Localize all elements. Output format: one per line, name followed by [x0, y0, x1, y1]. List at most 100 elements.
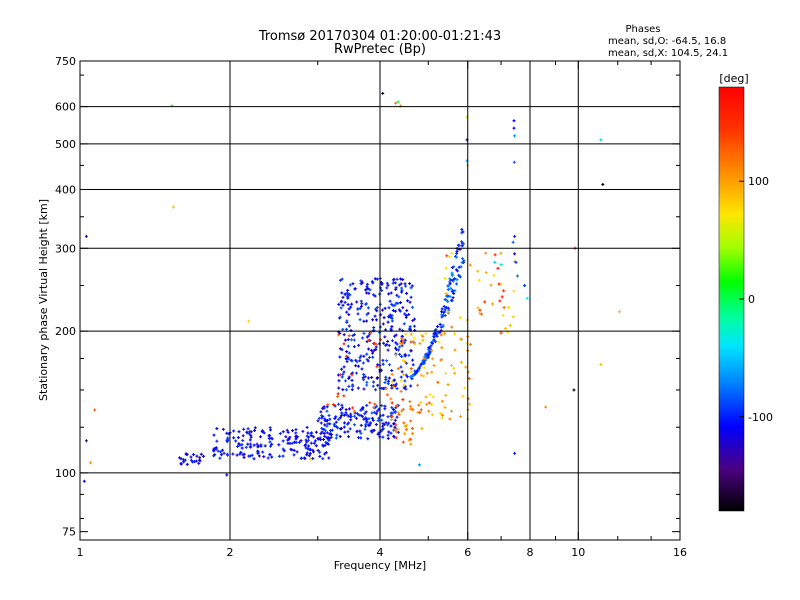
scatter-point: [419, 408, 423, 412]
scatter-point: [371, 418, 375, 422]
scatter-point: [386, 433, 390, 437]
scatter-point: [352, 345, 356, 349]
scatter-point: [387, 376, 391, 380]
scatter-point: [418, 410, 422, 414]
scatter-point: [393, 384, 397, 388]
scatter-point: [360, 367, 364, 371]
scatter-point: [492, 273, 496, 277]
scatter-point: [383, 381, 387, 385]
scatter-point: [426, 354, 430, 358]
scatter-point: [373, 402, 377, 406]
scatter-point: [322, 437, 326, 441]
scatter-point: [430, 413, 434, 417]
scatter-point: [409, 340, 413, 344]
scatter-point: [306, 447, 310, 451]
scatter-point: [389, 327, 393, 331]
scatter-point: [443, 332, 447, 336]
scatter-point: [443, 276, 447, 280]
scatter-point: [341, 388, 345, 392]
scatter-point: [375, 376, 379, 380]
scatter-point: [368, 401, 372, 405]
scatter-point: [393, 334, 397, 338]
scatter-point: [342, 413, 346, 417]
scatter-point: [468, 402, 472, 406]
scatter-point: [364, 410, 368, 414]
scatter-point: [372, 410, 376, 414]
scatter-point: [381, 91, 385, 95]
scatter-point: [438, 411, 442, 415]
scatter-point: [458, 316, 462, 320]
scatter-point: [305, 434, 309, 438]
scatter-point: [401, 278, 405, 282]
scatter-point: [226, 436, 230, 440]
scatter-point: [347, 313, 351, 317]
scatter-point: [438, 322, 442, 326]
scatter-point: [342, 425, 346, 429]
scatter-point: [397, 308, 401, 312]
scatter-point: [393, 378, 397, 382]
scatter-point: [478, 308, 482, 312]
scatter-point: [381, 413, 385, 417]
scatter-point: [189, 455, 193, 459]
scatter-point: [286, 438, 290, 442]
scatter-point: [292, 453, 296, 457]
scatter-point: [401, 407, 405, 411]
scatter-point: [323, 417, 327, 421]
scatter-point: [358, 359, 362, 363]
scatter-point: [437, 340, 441, 344]
scatter-point: [401, 358, 405, 362]
scatter-point: [403, 354, 407, 358]
scatter-point: [423, 354, 427, 358]
scatter-point: [341, 295, 345, 299]
scatter-point: [404, 314, 408, 318]
scatter-point: [281, 454, 285, 458]
scatter-point: [362, 378, 366, 382]
scatter-point: [255, 442, 259, 446]
scatter-point: [366, 287, 370, 291]
y-tick-label: 300: [55, 242, 76, 255]
scatter-point: [326, 422, 330, 426]
scatter-point: [346, 344, 350, 348]
scatter-point: [408, 327, 412, 331]
scatter-point: [311, 456, 315, 460]
scatter-point: [367, 376, 371, 380]
scatter-point: [421, 338, 425, 342]
scatter-point: [374, 318, 378, 322]
scatter-point: [448, 255, 452, 259]
scatter-point: [371, 293, 375, 297]
scatter-point: [219, 450, 223, 454]
scatter-point: [347, 307, 351, 311]
scatter-point: [372, 380, 376, 384]
y-tick-label: 200: [55, 325, 76, 338]
scatter-point: [319, 410, 323, 414]
scatter-point: [321, 457, 325, 461]
scatter-point: [458, 415, 462, 419]
stats-line-x: mean, sd,X: 104.5, 24.1: [608, 48, 728, 59]
scatter-point: [408, 300, 412, 304]
scatter-point: [234, 439, 238, 443]
scatter-point: [419, 400, 423, 404]
scatter-point: [400, 409, 404, 413]
scatter-point: [308, 452, 312, 456]
scatter-point: [523, 284, 527, 288]
scatter-point: [507, 305, 511, 309]
scatter-point: [297, 440, 301, 444]
scatter-point: [246, 427, 250, 431]
scatter-point: [345, 327, 349, 331]
scatter-point: [393, 309, 397, 313]
scatter-point: [413, 317, 417, 321]
scatter-point: [381, 362, 385, 366]
scatter-point: [361, 336, 365, 340]
scatter-point: [268, 433, 272, 437]
scatter-point: [290, 448, 294, 452]
scatter-point: [371, 318, 375, 322]
scatter-point: [191, 453, 195, 457]
scatter-point: [446, 310, 450, 314]
scatter-point: [249, 433, 253, 437]
scatter-point: [359, 304, 363, 308]
scatter-point: [409, 407, 413, 411]
scatter-point: [399, 277, 403, 281]
x-tick-label: 1: [77, 546, 84, 559]
chart-title: Tromsø 20170304 01:20:00-01:21:43: [258, 29, 501, 44]
scatter-point: [347, 421, 351, 425]
